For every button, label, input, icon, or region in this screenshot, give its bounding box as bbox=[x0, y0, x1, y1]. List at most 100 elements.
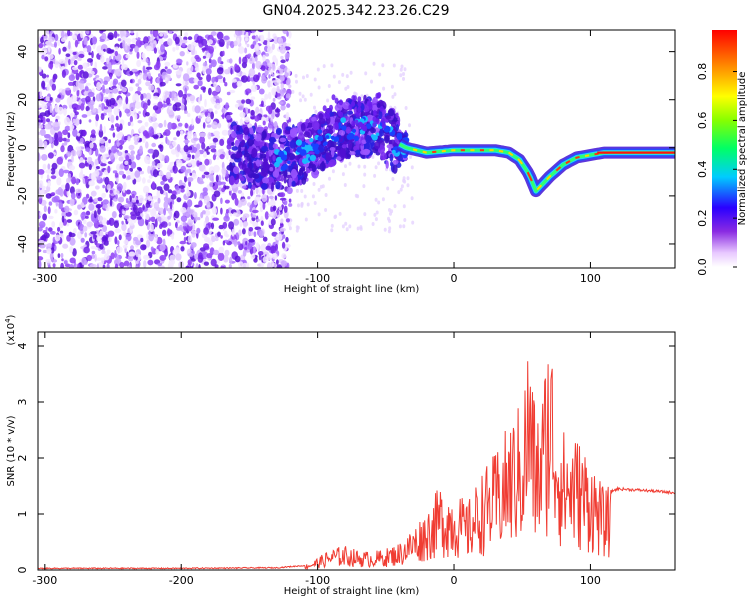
noise-speckle bbox=[243, 213, 250, 218]
noise-speckle bbox=[163, 208, 166, 215]
noise-speckle bbox=[146, 192, 149, 200]
ridge-speckle bbox=[262, 131, 267, 139]
noise-speckle bbox=[160, 181, 165, 185]
noise-speckle bbox=[134, 135, 140, 143]
noise-speckle bbox=[158, 73, 161, 77]
noise-speckle bbox=[72, 34, 76, 39]
noise-speckle bbox=[206, 68, 212, 75]
noise-speckle bbox=[196, 263, 199, 271]
noise-speckle bbox=[144, 156, 150, 164]
noise-speckle bbox=[177, 197, 182, 202]
ridge-speckle bbox=[351, 120, 355, 126]
noise-speckle bbox=[163, 132, 167, 136]
noise-speckle bbox=[101, 114, 105, 121]
noise-speckle bbox=[208, 88, 212, 96]
noise-speckle bbox=[116, 126, 120, 132]
noise-speckle bbox=[204, 172, 210, 175]
noise-speckle bbox=[184, 237, 186, 242]
noise-speckle bbox=[160, 44, 165, 52]
noise-speckle bbox=[264, 94, 268, 100]
noise-speckle bbox=[151, 216, 156, 222]
noise-speckle bbox=[346, 74, 349, 78]
noise-speckle bbox=[267, 63, 272, 68]
noise-speckle bbox=[152, 122, 159, 127]
noise-speckle bbox=[176, 83, 182, 86]
noise-speckle bbox=[179, 185, 185, 189]
noise-speckle bbox=[318, 212, 321, 216]
noise-speckle bbox=[188, 259, 192, 266]
noise-speckle bbox=[212, 218, 219, 221]
noise-speckle bbox=[138, 79, 142, 85]
noise-speckle bbox=[80, 138, 84, 144]
noise-speckle bbox=[91, 129, 96, 135]
noise-speckle bbox=[268, 108, 272, 115]
noise-speckle bbox=[146, 240, 150, 248]
noise-speckle bbox=[237, 81, 243, 87]
ridge-speckle bbox=[358, 122, 362, 128]
noise-speckle bbox=[100, 124, 103, 132]
noise-speckle bbox=[409, 155, 412, 159]
noise-speckle bbox=[63, 170, 69, 173]
noise-speckle bbox=[188, 219, 193, 227]
noise-speckle bbox=[47, 84, 51, 91]
noise-speckle bbox=[157, 263, 162, 266]
noise-speckle bbox=[275, 195, 277, 200]
noise-speckle bbox=[219, 139, 224, 146]
noise-speckle bbox=[109, 128, 114, 131]
noise-speckle bbox=[188, 235, 192, 243]
noise-speckle bbox=[117, 34, 120, 37]
noise-speckle bbox=[74, 118, 79, 125]
noise-speckle bbox=[307, 203, 310, 207]
noise-speckle bbox=[183, 212, 189, 216]
noise-speckle bbox=[104, 253, 109, 260]
noise-speckle bbox=[118, 91, 121, 95]
noise-speckle bbox=[64, 206, 69, 213]
noise-speckle bbox=[394, 204, 397, 208]
noise-speckle bbox=[198, 80, 203, 86]
noise-speckle bbox=[222, 113, 225, 119]
noise-speckle bbox=[159, 255, 166, 261]
noise-speckle bbox=[108, 237, 112, 242]
noise-speckle bbox=[114, 31, 118, 39]
noise-speckle bbox=[100, 145, 106, 153]
noise-speckle bbox=[146, 46, 152, 52]
ridge-speckle bbox=[355, 112, 359, 118]
noise-speckle bbox=[187, 177, 194, 182]
noise-speckle bbox=[51, 192, 55, 196]
noise-speckle bbox=[167, 139, 170, 145]
noise-speckle bbox=[363, 212, 366, 216]
noise-speckle bbox=[139, 146, 143, 154]
ridge-speckle bbox=[386, 160, 389, 168]
noise-speckle bbox=[312, 194, 315, 198]
noise-speckle bbox=[76, 146, 82, 150]
y-axis-multiplier: (x104) bbox=[4, 314, 17, 345]
noise-speckle bbox=[186, 61, 188, 65]
noise-speckle bbox=[115, 264, 118, 272]
ridge-peak bbox=[585, 155, 589, 156]
noise-speckle bbox=[280, 56, 283, 59]
ridge-speckle bbox=[372, 122, 376, 128]
noise-speckle bbox=[102, 85, 105, 92]
noise-speckle bbox=[66, 139, 70, 143]
noise-speckle bbox=[203, 227, 209, 235]
noise-speckle bbox=[106, 48, 111, 54]
x-tick-label: -300 bbox=[32, 574, 57, 587]
noise-speckle bbox=[123, 185, 125, 193]
noise-speckle bbox=[272, 74, 275, 77]
noise-speckle bbox=[39, 72, 43, 75]
ridge-speckle bbox=[255, 168, 258, 173]
noise-speckle bbox=[196, 228, 200, 234]
colorbar-tick-label: 0.2 bbox=[696, 209, 709, 227]
noise-speckle bbox=[107, 184, 111, 190]
noise-speckle bbox=[102, 185, 105, 189]
noise-speckle bbox=[47, 174, 50, 179]
y-tick-label: -40 bbox=[16, 235, 29, 253]
noise-speckle bbox=[183, 231, 186, 235]
noise-speckle bbox=[250, 110, 254, 116]
ridge-speckle bbox=[291, 169, 297, 179]
noise-speckle bbox=[261, 65, 266, 71]
x-tick-label: -300 bbox=[32, 272, 57, 285]
noise-speckle bbox=[277, 86, 280, 92]
noise-speckle bbox=[58, 253, 61, 258]
noise-speckle bbox=[232, 229, 235, 237]
